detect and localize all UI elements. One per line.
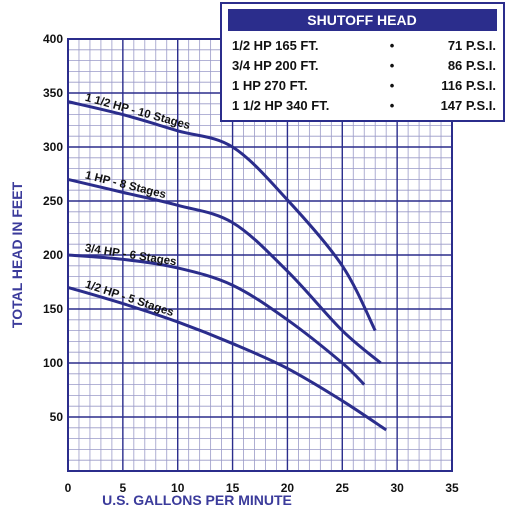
y-tick-label: 150 — [43, 302, 63, 316]
shutoff-table: SHUTOFF HEAD 1/2 HP 165 FT. • 71 P.S.I. 3/4… — [220, 2, 505, 122]
table-cell: 86 P.S.I. — [448, 58, 496, 73]
x-tick-label: 15 — [226, 481, 240, 495]
table-cell: • — [390, 98, 395, 113]
table-cell: 1 1/2 HP 340 FT. — [232, 98, 329, 113]
table-cell: • — [390, 58, 395, 73]
curve — [67, 100, 377, 332]
table-title: SHUTOFF HEAD — [307, 12, 416, 28]
x-tick-label: 10 — [171, 481, 185, 495]
table-cell: 116 P.S.I. — [441, 78, 496, 93]
curve — [67, 177, 382, 365]
x-tick-label: 25 — [336, 481, 350, 495]
curve-label: 3/4 HP - 6 Stages — [84, 242, 177, 268]
y-tick-label: 400 — [43, 32, 63, 46]
table-cell: • — [390, 38, 395, 53]
y-tick-label: 100 — [43, 356, 63, 370]
table-cell: 1 HP 270 FT. — [232, 78, 308, 93]
y-tick-label: 50 — [50, 410, 64, 424]
table-cell: • — [390, 78, 395, 93]
curve — [67, 253, 366, 386]
x-tick-label: 5 — [120, 481, 127, 495]
x-tick-label: 35 — [445, 481, 459, 495]
curve-label: 1/2 HP - 5 Stages — [84, 279, 176, 319]
curve-label: 1 1/2 HP - 10 Stages — [84, 92, 192, 132]
y-tick-label: 250 — [43, 194, 63, 208]
table-cell: 3/4 HP 200 FT. — [232, 58, 318, 73]
table-cell: 1/2 HP 165 FT. — [232, 38, 318, 53]
y-tick-label: 350 — [43, 86, 63, 100]
y-tick-label: 300 — [43, 140, 63, 154]
table-cell: 71 P.S.I. — [448, 38, 496, 53]
x-tick-label: 20 — [281, 481, 295, 495]
y-axis-label: TOTAL HEAD IN FEET — [9, 181, 25, 328]
x-tick-label: 30 — [390, 481, 404, 495]
y-tick-label: 200 — [43, 248, 63, 262]
table-header — [228, 9, 497, 31]
x-tick-label: 0 — [65, 481, 72, 495]
table-cell: 147 P.S.I. — [441, 98, 496, 113]
x-axis-label: U.S. GALLONS PER MINUTE — [102, 492, 292, 508]
curve — [67, 285, 388, 432]
